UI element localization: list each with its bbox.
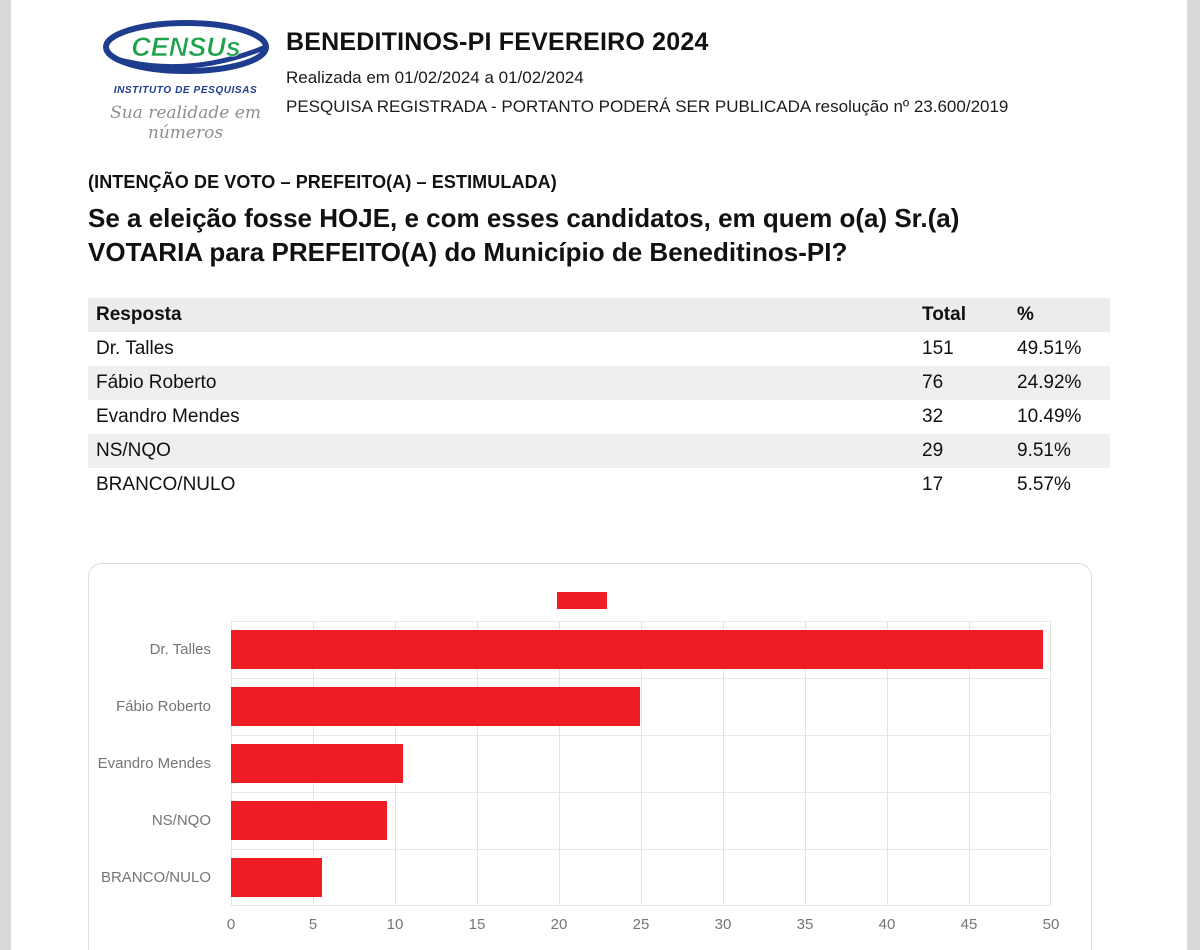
table-cell-pct: 10.49% <box>1017 406 1082 427</box>
table-cell-total: 32 <box>922 406 944 427</box>
report-registration-line: PESQUISA REGISTRADA - PORTANTO PODERÁ SE… <box>286 97 1009 116</box>
table-header-pct: % <box>1017 304 1034 325</box>
chart-bar <box>231 858 323 897</box>
chart-x-tick-label: 25 <box>632 916 650 933</box>
chart-x-tick-label: 15 <box>468 916 486 933</box>
chart-bar <box>231 801 387 840</box>
table-cell-pct: 24.92% <box>1017 372 1082 393</box>
results-table-body: Dr. Talles 151 49.51% Fábio Roberto 76 24.92%… <box>88 332 1110 502</box>
chart-x-tick-label: 5 <box>308 916 318 933</box>
table-row: Evandro Mendes 32 10.49% <box>88 400 1110 434</box>
results-table: Resposta Total % Dr. Talles 151 49.51% Fábi… <box>88 298 1110 502</box>
gridline-vertical <box>723 621 724 906</box>
chart-y-axis-labels: Dr. Talles Fábio Roberto Evandro Mendes NS/… <box>89 621 221 906</box>
table-cell-total: 76 <box>922 372 944 393</box>
gridline-horizontal <box>231 849 1051 850</box>
chart-x-tick-label: 0 <box>226 916 236 933</box>
chart-y-label: Evandro Mendes <box>97 755 211 772</box>
table-cell-total: 29 <box>922 440 944 461</box>
gridline-vertical <box>887 621 888 906</box>
gridline-vertical <box>559 621 560 906</box>
chart-legend-swatch <box>557 592 607 609</box>
table-row: Dr. Talles 151 49.51% <box>88 332 1110 366</box>
table-cell-resposta: Fábio Roberto <box>96 372 217 393</box>
chart-y-label: NS/NQO <box>151 812 211 829</box>
table-cell-total: 17 <box>922 474 944 495</box>
gridline-horizontal <box>231 621 1051 622</box>
chart-x-tick-label: 40 <box>878 916 896 933</box>
question-block: (INTENÇÃO DE VOTO – PREFEITO(A) – ESTIMU… <box>88 172 1103 270</box>
table-cell-pct: 49.51% <box>1017 338 1082 359</box>
gridline-vertical <box>477 621 478 906</box>
table-header-row: Resposta Total % <box>88 298 1110 332</box>
logo-tagline: Sua realidade em números <box>110 103 261 143</box>
chart-card: Dr. Talles Fábio Roberto Evandro Mendes NS/… <box>88 563 1092 950</box>
table-cell-resposta: NS/NQO <box>96 440 171 461</box>
chart-x-tick-label: 45 <box>960 916 978 933</box>
table-header-total: Total <box>922 304 966 325</box>
question-text: Se a eleição fosse HOJE, e com esses can… <box>88 203 960 268</box>
table-header-resposta: Resposta <box>96 304 182 325</box>
chart-x-tick-label: 20 <box>550 916 568 933</box>
chart-bar <box>231 687 640 726</box>
report-date-line: Realizada em 01/02/2024 a 01/02/2024 <box>286 68 584 87</box>
question-kicker: (INTENÇÃO DE VOTO – PREFEITO(A) – ESTIMU… <box>88 172 557 192</box>
page-edge-left <box>0 0 11 950</box>
chart-y-label: BRANCO/NULO <box>100 869 211 886</box>
gridline-horizontal <box>231 735 1051 736</box>
table-row: BRANCO/NULO 17 5.57% <box>88 468 1110 502</box>
report-title: BENEDITINOS-PI FEVEREIRO 2024 <box>286 28 709 56</box>
table-row: Fábio Roberto 76 24.92% <box>88 366 1110 400</box>
gridline-vertical <box>1050 621 1051 906</box>
chart-bar <box>231 744 404 783</box>
table-cell-resposta: Evandro Mendes <box>96 406 240 427</box>
chart-x-tick-label: 30 <box>714 916 732 933</box>
census-logo: CENSUs INSTITUTO DE PESQUISAS Sua realid… <box>98 20 273 143</box>
census-logo-brand-text: CENSUs <box>131 32 241 62</box>
page-edge-right <box>1187 0 1200 950</box>
chart-x-tick-label: 50 <box>1042 916 1060 933</box>
gridline-horizontal <box>231 905 1051 906</box>
table-cell-pct: 9.51% <box>1017 440 1071 461</box>
table-cell-pct: 5.57% <box>1017 474 1071 495</box>
table-cell-total: 151 <box>922 338 954 359</box>
gridline-horizontal <box>231 792 1051 793</box>
chart-x-tick-label: 10 <box>386 916 404 933</box>
table-cell-resposta: BRANCO/NULO <box>96 474 236 495</box>
logo-institute-label: INSTITUTO DE PESQUISAS <box>113 85 258 96</box>
chart-bar <box>231 630 1043 669</box>
report-header: BENEDITINOS-PI FEVEREIRO 2024 Realizada … <box>286 28 1126 117</box>
table-cell-resposta: Dr. Talles <box>96 338 174 359</box>
gridline-vertical <box>969 621 970 906</box>
gridline-vertical <box>805 621 806 906</box>
chart-plot-area <box>231 621 1051 906</box>
gridline-vertical <box>641 621 642 906</box>
chart-y-label: Fábio Roberto <box>115 698 211 715</box>
gridline-horizontal <box>231 678 1051 679</box>
chart-y-label: Dr. Talles <box>149 641 211 658</box>
chart-x-tick-label: 35 <box>796 916 814 933</box>
census-logo-ellipse-icon: CENSUs <box>102 20 269 74</box>
table-row: NS/NQO 29 9.51% <box>88 434 1110 468</box>
